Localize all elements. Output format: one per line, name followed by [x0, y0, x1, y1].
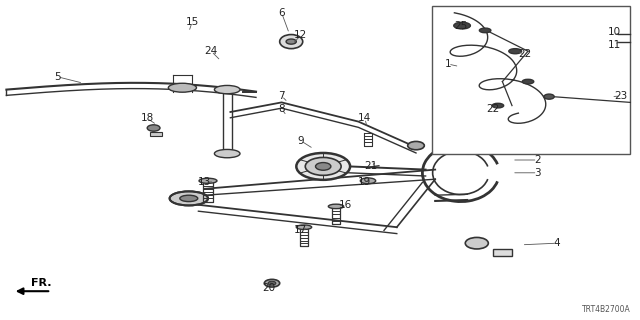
Ellipse shape — [492, 103, 504, 108]
Ellipse shape — [214, 85, 240, 94]
Ellipse shape — [199, 178, 217, 183]
Ellipse shape — [328, 204, 344, 209]
Ellipse shape — [147, 125, 160, 131]
Ellipse shape — [305, 157, 341, 175]
Ellipse shape — [408, 141, 424, 150]
Text: 25: 25 — [454, 20, 467, 31]
Ellipse shape — [280, 35, 303, 49]
Text: 11: 11 — [608, 40, 621, 50]
Text: 17: 17 — [294, 225, 307, 236]
Ellipse shape — [214, 149, 240, 158]
Text: 9: 9 — [298, 136, 304, 146]
Ellipse shape — [286, 39, 296, 44]
Text: TRT4B2700A: TRT4B2700A — [582, 305, 630, 314]
Ellipse shape — [465, 237, 488, 249]
Bar — [493, 249, 512, 256]
Ellipse shape — [168, 83, 196, 92]
Text: 15: 15 — [186, 17, 198, 28]
Ellipse shape — [522, 79, 534, 84]
Ellipse shape — [180, 195, 198, 202]
Bar — [150, 132, 162, 136]
Text: 20: 20 — [262, 283, 275, 293]
Text: 22: 22 — [518, 49, 531, 60]
Text: 22: 22 — [486, 104, 499, 114]
Text: 13: 13 — [198, 177, 211, 188]
Text: 6: 6 — [278, 8, 285, 18]
Text: 3: 3 — [534, 168, 541, 178]
Ellipse shape — [454, 22, 470, 29]
Ellipse shape — [316, 163, 331, 170]
Ellipse shape — [360, 178, 376, 184]
Text: 5: 5 — [54, 72, 61, 82]
Text: 10: 10 — [608, 27, 621, 37]
Text: 7: 7 — [278, 91, 285, 101]
Text: 23: 23 — [614, 91, 627, 101]
Ellipse shape — [170, 191, 208, 205]
Text: 2: 2 — [534, 155, 541, 165]
Bar — [432, 6, 630, 154]
Ellipse shape — [268, 281, 276, 285]
Ellipse shape — [296, 153, 350, 180]
Text: 19: 19 — [358, 177, 371, 188]
Ellipse shape — [296, 225, 312, 229]
Text: 24: 24 — [205, 46, 218, 56]
Text: 21: 21 — [365, 161, 378, 172]
Ellipse shape — [509, 49, 522, 54]
Ellipse shape — [264, 279, 280, 287]
Text: 14: 14 — [358, 113, 371, 124]
Text: 4: 4 — [554, 238, 560, 248]
Text: 1: 1 — [445, 59, 451, 69]
Ellipse shape — [544, 94, 554, 99]
Text: 16: 16 — [339, 200, 352, 210]
Ellipse shape — [479, 28, 491, 33]
Text: 18: 18 — [141, 113, 154, 124]
Text: FR.: FR. — [31, 278, 52, 288]
Text: 8: 8 — [278, 104, 285, 114]
Text: 12: 12 — [294, 30, 307, 40]
